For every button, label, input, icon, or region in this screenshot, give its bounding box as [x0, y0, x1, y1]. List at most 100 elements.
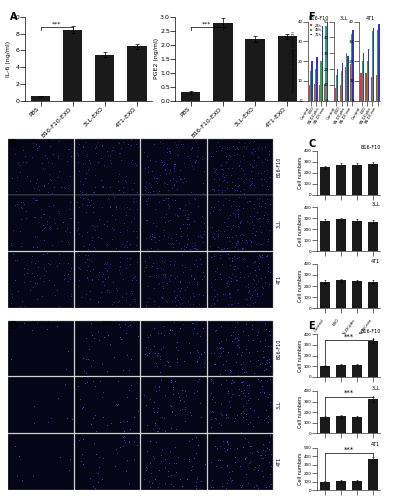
Point: [265, 185, 271, 193]
Point: [250, 162, 256, 170]
Point: [44, 325, 50, 333]
Point: [14, 472, 20, 480]
Bar: [320, 168, 330, 195]
Point: [128, 355, 134, 363]
Point: [248, 180, 255, 188]
Point: [166, 146, 172, 154]
Point: [152, 271, 159, 279]
Point: [200, 166, 207, 174]
Point: [121, 432, 128, 440]
Point: [224, 461, 230, 469]
Point: [220, 438, 226, 446]
Point: [239, 246, 245, 254]
Point: [192, 158, 198, 166]
Point: [185, 210, 191, 218]
Point: [247, 293, 253, 301]
Point: [85, 245, 92, 253]
Point: [20, 146, 26, 154]
Point: [16, 162, 22, 170]
Point: [224, 184, 230, 192]
Point: [157, 352, 163, 360]
Point: [222, 410, 229, 418]
Point: [243, 320, 250, 328]
Point: [188, 145, 195, 153]
Bar: [350, 64, 351, 100]
Point: [154, 362, 160, 370]
Bar: [311, 61, 312, 100]
Point: [218, 400, 224, 407]
Point: [158, 213, 164, 221]
Point: [103, 242, 109, 250]
Point: [124, 254, 130, 262]
Point: [104, 366, 110, 374]
Point: [259, 197, 265, 205]
Bar: [75, 138, 140, 194]
Point: [224, 388, 231, 396]
Point: [240, 389, 246, 397]
Point: [174, 143, 180, 151]
Point: [211, 164, 217, 172]
Point: [189, 289, 196, 297]
Point: [125, 140, 131, 148]
Point: [266, 172, 273, 180]
Point: [67, 275, 73, 283]
Point: [233, 254, 240, 262]
Point: [239, 236, 245, 244]
Point: [126, 437, 132, 445]
Point: [255, 254, 262, 262]
Point: [229, 300, 235, 308]
Point: [235, 264, 241, 272]
Point: [235, 330, 242, 338]
Point: [175, 284, 181, 292]
Point: [251, 221, 257, 229]
Point: [109, 224, 116, 232]
Point: [232, 334, 239, 342]
Point: [142, 350, 148, 358]
Point: [227, 403, 233, 411]
Point: [208, 424, 214, 432]
Point: [259, 283, 265, 291]
Point: [67, 214, 73, 222]
Point: [249, 320, 255, 328]
Point: [159, 278, 165, 286]
Point: [235, 138, 242, 146]
Point: [209, 476, 215, 484]
Point: [208, 377, 215, 385]
Point: [238, 388, 244, 396]
Point: [262, 142, 268, 150]
Point: [160, 196, 167, 204]
Point: [239, 348, 245, 356]
Point: [83, 200, 90, 208]
Point: [237, 231, 244, 239]
Point: [41, 270, 48, 278]
Bar: [310, 71, 311, 101]
Point: [168, 402, 174, 410]
Point: [223, 336, 229, 344]
Point: [127, 158, 134, 166]
Point: [152, 387, 159, 395]
Point: [264, 393, 271, 401]
Point: [174, 212, 181, 220]
Point: [226, 150, 232, 158]
Point: [33, 140, 39, 148]
Point: [121, 242, 128, 250]
Point: [263, 252, 269, 260]
Point: [19, 239, 26, 247]
Point: [185, 152, 192, 160]
Point: [76, 436, 82, 444]
Point: [57, 453, 63, 461]
Point: [257, 360, 264, 368]
Point: [56, 167, 62, 175]
Bar: [141, 252, 207, 308]
Point: [194, 386, 200, 394]
Point: [241, 178, 247, 186]
Point: [255, 448, 261, 456]
Point: [76, 230, 82, 237]
Bar: [314, 84, 315, 100]
Text: B: B: [9, 140, 16, 149]
Point: [248, 229, 255, 237]
Bar: [75, 377, 140, 433]
Point: [176, 240, 182, 248]
Point: [186, 348, 193, 356]
Point: [97, 288, 104, 296]
